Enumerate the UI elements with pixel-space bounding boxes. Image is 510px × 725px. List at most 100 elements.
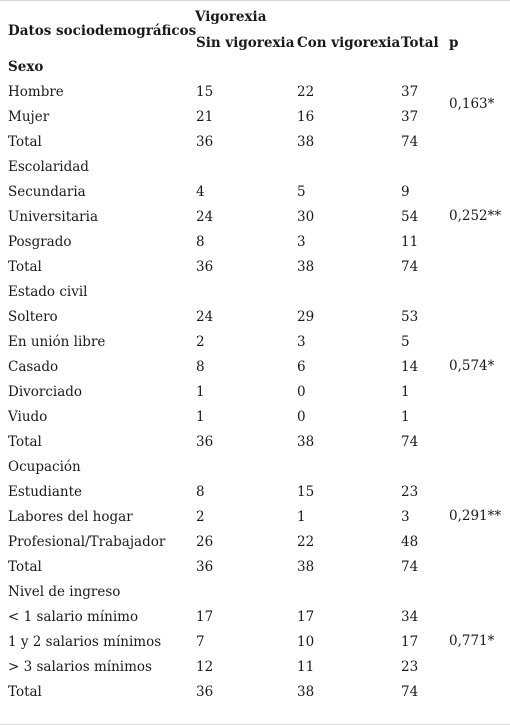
header-total: Total	[401, 35, 439, 51]
cell-total: 37	[401, 84, 419, 100]
cell-sin-vigorexia: 2	[196, 334, 205, 350]
row-label: Viudo	[8, 409, 48, 425]
header-sin-vigorexia: Sin vigorexia	[196, 35, 295, 51]
row-label: Labores del hogar	[8, 509, 133, 525]
cell-total: 74	[401, 559, 419, 575]
cell-total: 23	[401, 484, 419, 500]
cell-sin-vigorexia: 36	[196, 134, 214, 150]
header-con-vigorexia: Con vigorexia	[297, 35, 401, 51]
row-label: En unión libre	[8, 334, 106, 350]
cell-con-vigorexia: 22	[297, 84, 315, 100]
section-sexo: Sexo	[8, 59, 44, 75]
cell-sin-vigorexia: 8	[196, 234, 205, 250]
cell-total: 1	[401, 409, 410, 425]
row-label: Divorciado	[8, 384, 83, 400]
p-value-ocupacion: 0,291**	[449, 508, 502, 524]
row-label: Casado	[8, 359, 59, 375]
cell-sin-vigorexia: 24	[196, 209, 214, 225]
cell-total: 14	[401, 359, 419, 375]
cell-total: 5	[401, 334, 410, 350]
cell-con-vigorexia: 0	[297, 409, 306, 425]
cell-con-vigorexia: 11	[297, 659, 315, 675]
p-value-ingreso: 0,771*	[449, 633, 495, 649]
cell-sin-vigorexia: 2	[196, 509, 205, 525]
cell-con-vigorexia: 29	[297, 309, 315, 325]
cell-sin-vigorexia: 8	[196, 484, 205, 500]
cell-con-vigorexia: 16	[297, 109, 315, 125]
row-label: Ocupación	[8, 459, 81, 475]
cell-sin-vigorexia: 36	[196, 684, 214, 700]
cell-con-vigorexia: 17	[297, 609, 315, 625]
cell-con-vigorexia: 10	[297, 634, 315, 650]
cell-con-vigorexia: 38	[297, 684, 315, 700]
cell-sin-vigorexia: 36	[196, 259, 214, 275]
cell-total: 53	[401, 309, 419, 325]
cell-total: 74	[401, 434, 419, 450]
cell-con-vigorexia: 30	[297, 209, 315, 225]
cell-sin-vigorexia: 26	[196, 534, 214, 550]
cell-total: 17	[401, 634, 419, 650]
row-label: Universitaria	[8, 209, 98, 225]
cell-con-vigorexia: 3	[297, 234, 306, 250]
row-label: Estudiante	[8, 484, 83, 500]
row-label: Mujer	[8, 109, 50, 125]
cell-sin-vigorexia: 1	[196, 384, 205, 400]
cell-sin-vigorexia: 8	[196, 359, 205, 375]
cell-con-vigorexia: 5	[297, 184, 306, 200]
row-label: Total	[8, 134, 42, 150]
row-label: Total	[8, 684, 42, 700]
cell-con-vigorexia: 3	[297, 334, 306, 350]
p-value-escolaridad: 0,252**	[449, 208, 502, 224]
cell-sin-vigorexia: 36	[196, 434, 214, 450]
cell-con-vigorexia: 6	[297, 359, 306, 375]
cell-total: 3	[401, 509, 410, 525]
row-label: 1 y 2 salarios mínimos	[8, 634, 162, 650]
row-label: Soltero	[8, 309, 58, 325]
cell-sin-vigorexia: 15	[196, 84, 214, 100]
row-label: < 1 salario mínimo	[8, 609, 139, 625]
cell-total: 23	[401, 659, 419, 675]
row-label: Posgrado	[8, 234, 72, 250]
cell-con-vigorexia: 38	[297, 259, 315, 275]
row-label: Hombre	[8, 84, 64, 100]
row-label: Total	[8, 434, 42, 450]
p-value-sexo: 0,163*	[449, 96, 495, 112]
cell-con-vigorexia: 22	[297, 534, 315, 550]
cell-con-vigorexia: 38	[297, 434, 315, 450]
row-label: Nivel de ingreso	[8, 584, 121, 600]
cell-sin-vigorexia: 4	[196, 184, 205, 200]
cell-sin-vigorexia: 7	[196, 634, 205, 650]
row-label: Profesional/Trabajador	[8, 534, 166, 550]
cell-total: 48	[401, 534, 419, 550]
top-rule	[0, 0, 510, 1]
cell-total: 34	[401, 609, 419, 625]
cell-sin-vigorexia: 24	[196, 309, 214, 325]
cell-sin-vigorexia: 12	[196, 659, 214, 675]
header-group-vigorexia: Vigorexia	[195, 9, 267, 25]
cell-total: 54	[401, 209, 419, 225]
header-row-label: Datos sociodemográficos	[8, 23, 197, 39]
cell-total: 9	[401, 184, 410, 200]
row-label: Secundaria	[8, 184, 86, 200]
p-value-estado-civil: 0,574*	[449, 358, 495, 374]
cell-total: 11	[401, 234, 419, 250]
header-p: p	[449, 35, 459, 51]
cell-total: 74	[401, 134, 419, 150]
cell-total: 74	[401, 259, 419, 275]
row-label: Total	[8, 259, 42, 275]
cell-con-vigorexia: 0	[297, 384, 306, 400]
row-label: Total	[8, 559, 42, 575]
cell-con-vigorexia: 38	[297, 134, 315, 150]
cell-total: 74	[401, 684, 419, 700]
cell-total: 37	[401, 109, 419, 125]
cell-sin-vigorexia: 1	[196, 409, 205, 425]
cell-total: 1	[401, 384, 410, 400]
cell-con-vigorexia: 38	[297, 559, 315, 575]
cell-sin-vigorexia: 17	[196, 609, 214, 625]
cell-sin-vigorexia: 36	[196, 559, 214, 575]
cell-sin-vigorexia: 21	[196, 109, 214, 125]
cell-con-vigorexia: 1	[297, 509, 306, 525]
row-label: Escolaridad	[8, 159, 89, 175]
row-label: Estado civil	[8, 284, 88, 300]
row-label: > 3 salarios mínimos	[8, 659, 152, 675]
